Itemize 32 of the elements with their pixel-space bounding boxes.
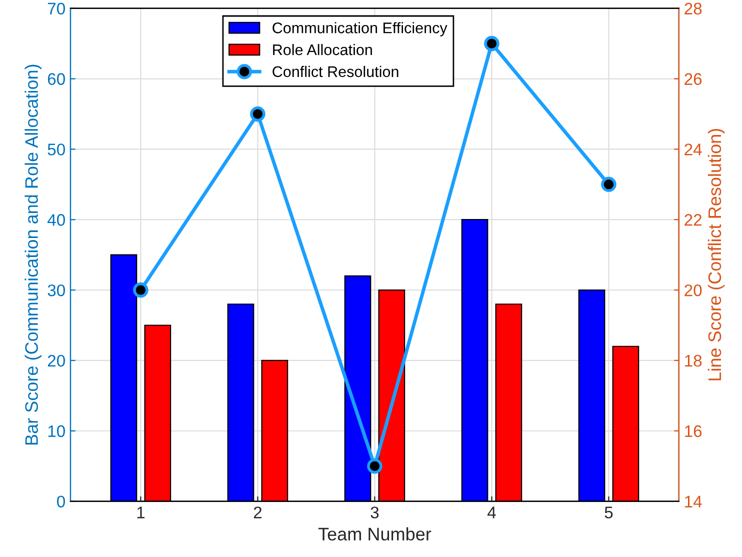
y-tick-label: 0 xyxy=(57,496,65,508)
y-tick-label: 70 xyxy=(48,2,65,15)
x-tick-label: 4 xyxy=(487,506,496,518)
point xyxy=(367,458,382,474)
legend-label: Conflict Resolution xyxy=(272,66,398,78)
point xyxy=(601,176,616,192)
y2-tick-label: 22 xyxy=(684,214,702,226)
y-tick-label: 40 xyxy=(47,214,65,226)
y-tick-label: 60 xyxy=(48,73,65,85)
point xyxy=(484,36,500,52)
y2-tick-label: 26 xyxy=(684,73,702,85)
x-tick-label: 2 xyxy=(254,506,262,518)
y2-tick-label: 18 xyxy=(685,354,702,367)
y-tick-label: 50 xyxy=(48,144,65,156)
x-tick-label: 1 xyxy=(137,506,145,518)
y2-axis-title: Line Score (Conflict Resolution) xyxy=(708,128,725,380)
legend-label: Role Allocation xyxy=(273,44,372,56)
y2-tick-label: 14 xyxy=(685,496,702,508)
y-axis-title: Bar Score (Communication and Role Allocation) xyxy=(24,64,42,445)
x-axis-title: Team Number xyxy=(318,527,432,541)
y2-tick-label: 20 xyxy=(684,284,702,296)
y2-tick-label: 28 xyxy=(684,2,702,15)
x-tick-label: 3 xyxy=(370,506,379,518)
point xyxy=(133,282,148,298)
y2-tick-label: 24 xyxy=(684,144,702,156)
y-tick-label: 30 xyxy=(48,284,65,296)
point xyxy=(250,106,266,122)
y-tick-label: 10 xyxy=(48,425,65,438)
y2-tick-label: 16 xyxy=(685,425,702,438)
y-tick-label: 20 xyxy=(48,354,65,367)
x-tick-label: 5 xyxy=(604,506,613,518)
legend-label: Communication Efficiency xyxy=(272,22,448,36)
